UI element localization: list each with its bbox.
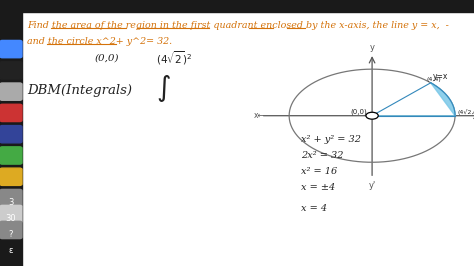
Text: x←: x← — [254, 111, 264, 120]
Text: Find the area of the region in the first quadrant enclosed by the x-axis, the li: Find the area of the region in the first… — [27, 21, 448, 30]
FancyBboxPatch shape — [0, 40, 22, 58]
Text: 30: 30 — [6, 214, 16, 223]
Text: (4,4): (4,4) — [426, 77, 441, 82]
FancyBboxPatch shape — [0, 62, 22, 79]
Text: (4√2,0): (4√2,0) — [457, 109, 474, 115]
Text: $(4\sqrt{2})^2$: $(4\sqrt{2})^2$ — [156, 50, 193, 67]
Text: x² = 16: x² = 16 — [301, 167, 337, 176]
FancyBboxPatch shape — [0, 147, 22, 164]
Text: and the circle x^2+ y^2= 32.: and the circle x^2+ y^2= 32. — [27, 37, 172, 46]
Bar — [0, 0, 474, 12]
FancyBboxPatch shape — [0, 189, 22, 207]
Text: x = 4: x = 4 — [301, 204, 327, 213]
Text: ∫: ∫ — [156, 74, 171, 102]
FancyBboxPatch shape — [0, 104, 22, 122]
Text: (0,0): (0,0) — [351, 109, 367, 115]
Text: x² + y² = 32: x² + y² = 32 — [301, 135, 361, 144]
Text: 2x² = 32: 2x² = 32 — [301, 151, 344, 160]
FancyBboxPatch shape — [0, 168, 22, 185]
Text: ?: ? — [9, 230, 13, 239]
Text: y': y' — [368, 181, 376, 190]
FancyBboxPatch shape — [0, 221, 22, 239]
Text: y=x: y=x — [433, 72, 448, 81]
Circle shape — [366, 112, 378, 119]
FancyBboxPatch shape — [0, 126, 22, 143]
Text: (0,0): (0,0) — [95, 54, 119, 63]
FancyBboxPatch shape — [0, 83, 22, 100]
Text: x = ±4: x = ±4 — [301, 183, 335, 192]
Text: y: y — [370, 43, 374, 52]
FancyBboxPatch shape — [0, 205, 22, 223]
Text: 3: 3 — [9, 198, 14, 207]
Polygon shape — [372, 83, 455, 116]
Bar — [0, 0, 22, 266]
Text: DBM(Integrals): DBM(Integrals) — [27, 84, 132, 97]
Text: ε: ε — [9, 246, 13, 255]
